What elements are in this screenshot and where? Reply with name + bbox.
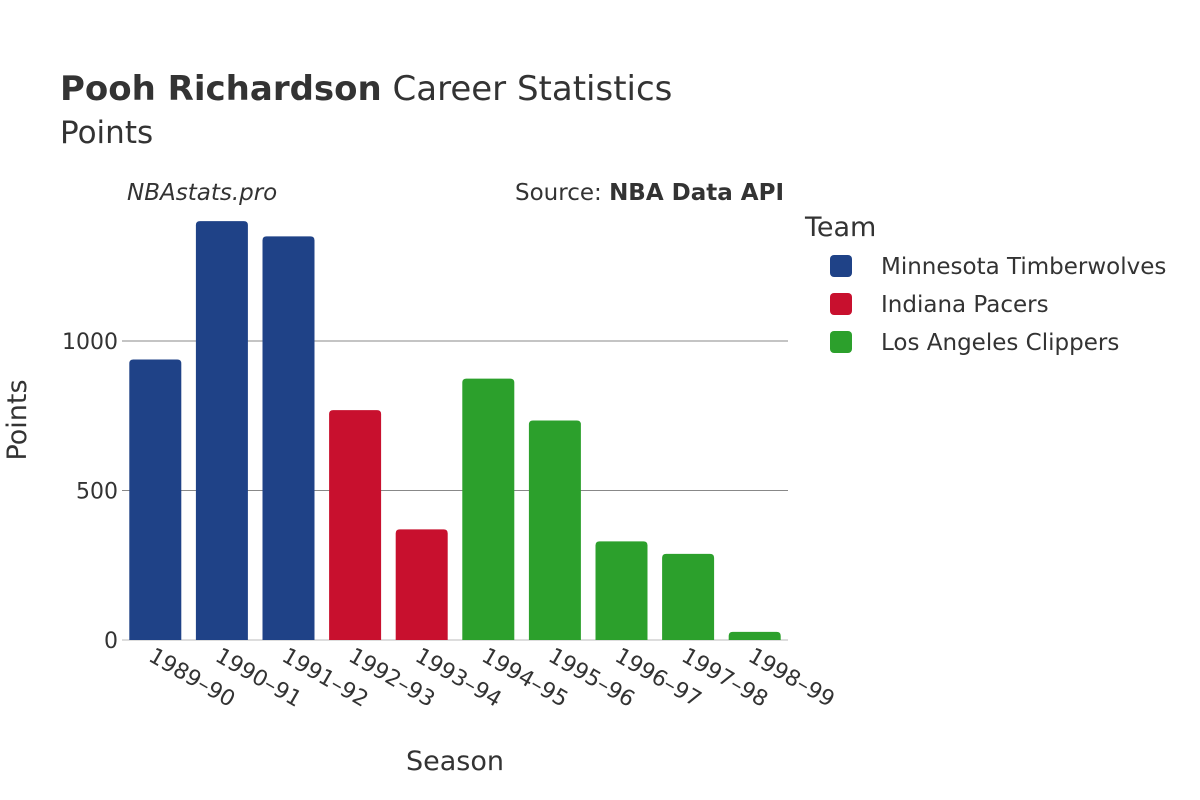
bar-1998–99 — [728, 631, 781, 640]
legend: Team Minnesota Timberwolves Indiana Pacer… — [804, 212, 1166, 356]
y-tick-label: 0 — [104, 629, 118, 654]
chart-title: Pooh Richardson Career Statistics — [60, 69, 672, 109]
x-axis-label: Season — [406, 746, 504, 777]
y-axis-label: Points — [2, 379, 33, 460]
source-label: Source: NBA Data API — [515, 180, 784, 206]
y-tick-label: 1000 — [62, 330, 118, 355]
bar-1992–93 — [329, 410, 382, 640]
legend-swatch — [830, 331, 852, 353]
y-tick-labels: 0 500 1000 — [62, 330, 118, 654]
legend-item-label: Minnesota Timberwolves — [881, 254, 1166, 280]
bar-1991–92 — [262, 236, 315, 640]
bar-1990–91 — [195, 221, 248, 640]
chart-title-bold: Pooh Richardson — [60, 69, 382, 109]
bar-1993–94 — [395, 529, 448, 640]
legend-item-label: Indiana Pacers — [881, 292, 1049, 318]
chart-title-rest: Career Statistics — [382, 69, 673, 109]
bar-1996–97 — [595, 541, 648, 640]
bar-1989–90 — [129, 359, 182, 640]
x-tick-labels: 1989–901990–911991–921992–931993–941994–… — [144, 644, 838, 713]
legend-title: Team — [804, 212, 876, 243]
bar-1997–98 — [662, 553, 715, 640]
bar-1995–96 — [528, 420, 581, 640]
watermark: NBAstats.pro — [127, 180, 277, 206]
bar-1994–95 — [462, 378, 515, 640]
bars — [129, 221, 781, 640]
legend-swatch — [830, 293, 852, 315]
legend-swatch — [830, 255, 852, 277]
source-prefix: Source: — [515, 180, 609, 206]
chart-subtitle: Points — [60, 115, 153, 151]
y-tick-label: 500 — [76, 480, 118, 505]
source-name: NBA Data API — [609, 180, 784, 206]
legend-item-label: Los Angeles Clippers — [881, 330, 1119, 356]
